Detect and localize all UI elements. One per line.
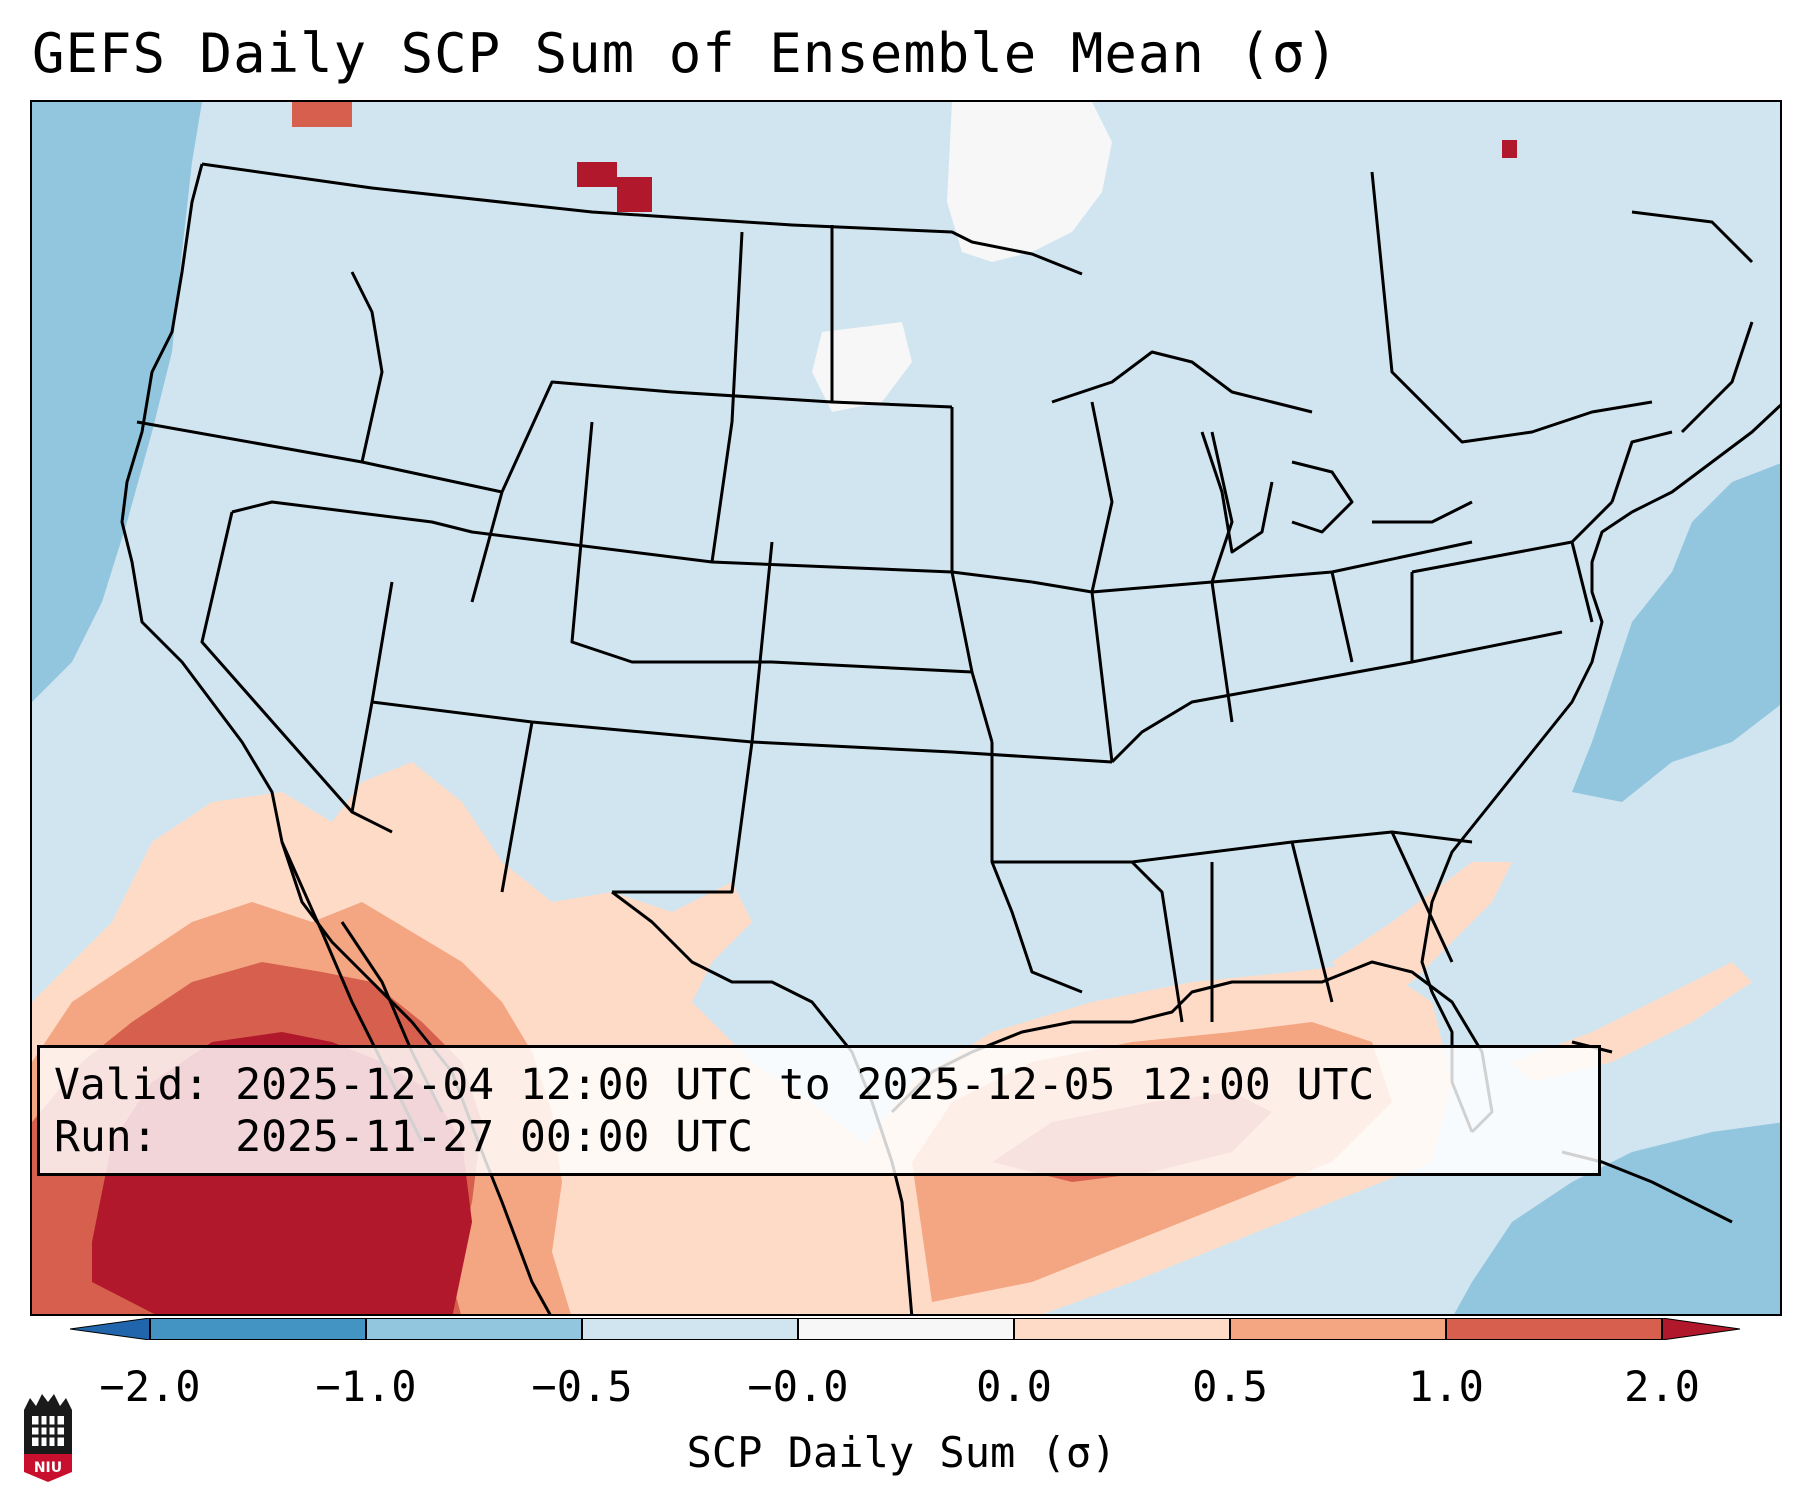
run-line: Run: 2025-11-27 00:00 UTC — [54, 1112, 753, 1162]
tick-label: 1.0 — [1408, 1362, 1484, 1411]
colorbar-bin-2 — [366, 1318, 582, 1340]
caribbean-negative-anomaly — [1454, 1122, 1780, 1314]
colorbar-bin-7 — [1446, 1318, 1662, 1340]
colorbar-label: SCP Daily Sum (σ) — [686, 1428, 1117, 1477]
chart-title: GEFS Daily SCP Sum of Ensemble Mean (σ) — [32, 22, 1339, 85]
tick-label: −0.0 — [747, 1362, 849, 1411]
atlantic-negative-anomaly — [1572, 463, 1780, 802]
colorbar-bin-4 — [798, 1318, 1014, 1340]
colorbar-over-arrow — [1661, 1318, 1740, 1340]
colorbar-bin-6 — [1230, 1318, 1446, 1340]
pacific-negative-anomaly — [32, 102, 202, 702]
colorbar-bin-1 — [150, 1318, 366, 1340]
valid-line: Valid: 2025-12-04 12:00 UTC to 2025-12-0… — [54, 1060, 1374, 1110]
colorbar-ticks — [149, 1318, 1663, 1340]
canada-neutral-patch — [947, 102, 1112, 262]
colorbar-bin-5 — [1014, 1318, 1230, 1340]
southeast-positive-light — [1332, 862, 1512, 1002]
niu-logo-text: NIU — [34, 1460, 62, 1476]
tick-label: −2.0 — [99, 1362, 201, 1411]
tick-label: 0.5 — [1192, 1362, 1268, 1411]
tick-label: −1.0 — [315, 1362, 417, 1411]
niu-logo: NIU — [24, 1394, 72, 1482]
canada-positive-pixel — [292, 102, 352, 127]
canada-positive-pixel-2 — [577, 162, 617, 187]
info-box: Valid: 2025-12-04 12:00 UTC to 2025-12-0… — [37, 1045, 1601, 1176]
valid-label: Valid: — [54, 1060, 210, 1110]
tick-label: −0.5 — [531, 1362, 633, 1411]
canada-positive-pixel-3 — [617, 177, 652, 212]
tick-label: 0.0 — [976, 1362, 1052, 1411]
colorbar-bin-3 — [582, 1318, 798, 1340]
tick-label: 2.0 — [1624, 1362, 1700, 1411]
colorbar — [70, 1318, 1740, 1340]
valid-value: 2025-12-04 12:00 UTC to 2025-12-05 12:00… — [235, 1060, 1375, 1110]
colorbar-under-arrow — [70, 1318, 151, 1340]
run-label: Run: — [54, 1112, 158, 1162]
run-value: 2025-11-27 00:00 UTC — [235, 1112, 753, 1162]
canada-neutral-patch-2 — [812, 322, 912, 412]
canada-positive-pixel-4 — [1502, 140, 1517, 158]
